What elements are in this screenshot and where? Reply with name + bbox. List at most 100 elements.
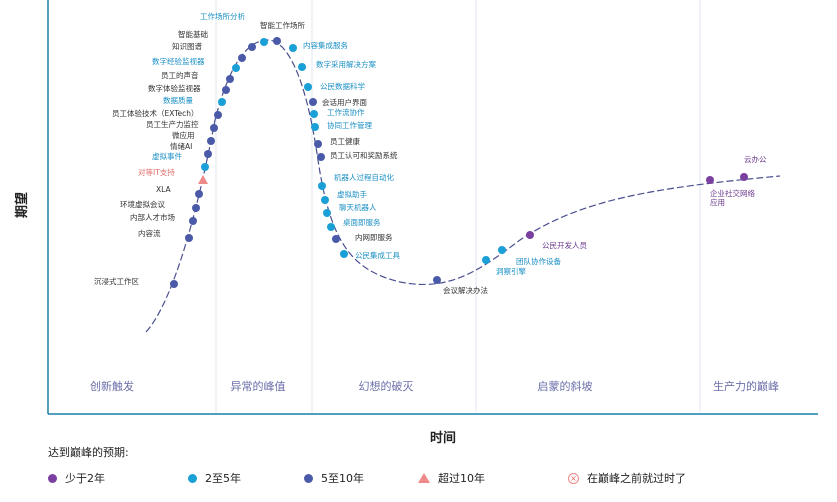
point-label-32: 内网即服务 — [355, 232, 393, 242]
legend-item-obsolete: × 在巅峰之前就过时了 — [568, 470, 686, 486]
legend-marker-y5to10 — [304, 473, 313, 483]
point-label-10: 员工生产力监控 — [146, 119, 199, 129]
marker-39 — [740, 173, 748, 181]
marker-33 — [340, 250, 348, 258]
point-label-7: 虚拟事件 — [152, 151, 182, 161]
point-label-37: 公民开发人员 — [542, 240, 587, 250]
point-label-28: 机器人过程自动化 — [334, 172, 394, 182]
point-label-30: 聊天机器人 — [339, 202, 377, 212]
marker-28 — [318, 182, 326, 190]
point-label-38: 企业社交网络应用 — [710, 188, 755, 207]
marker-37 — [526, 231, 534, 239]
x-axis-label: 时间 — [430, 430, 456, 446]
point-label-2: 内容流 — [138, 228, 161, 238]
marker-27 — [317, 153, 325, 161]
legend-item-y2to5: 2至5年 — [188, 470, 241, 486]
point-label-36: 团队协作设备 — [516, 256, 561, 266]
legend-label-y5to10: 5至10年 — [321, 472, 364, 485]
legend-marker-gt10 — [418, 473, 430, 483]
legend-label-lt2: 少于2年 — [65, 472, 105, 485]
marker-21 — [298, 63, 306, 71]
marker-15 — [232, 64, 240, 72]
phase-label-1: 创新触发 — [90, 379, 134, 393]
point-label-9: 微应用 — [172, 130, 195, 140]
point-label-3: 内部人才市场 — [130, 212, 175, 222]
marker-20 — [289, 44, 297, 52]
point-label-29: 虚拟助手 — [337, 189, 367, 199]
marker-3 — [189, 217, 197, 225]
marker-8 — [204, 150, 212, 158]
legend-item-lt2: 少于2年 — [48, 470, 105, 486]
point-label-6: 对等IT支持 — [138, 167, 175, 177]
point-label-31: 桌面即服务 — [343, 217, 381, 227]
legend-marker-y2to5 — [188, 473, 197, 483]
legend: 少于2年 2至5年 5至10年 超过10年 × 在巅峰之前就过时了 — [48, 470, 828, 492]
point-label-33: 公民集成工具 — [355, 250, 400, 260]
marker-25 — [311, 123, 319, 131]
point-label-1: 沉浸式工作区 — [94, 276, 139, 286]
marker-34 — [433, 276, 441, 284]
phase-label-2: 异常的峰值 — [231, 379, 286, 393]
marker-17 — [248, 43, 256, 51]
point-label-27: 员工认可和奖励系统 — [330, 150, 398, 160]
marker-19 — [273, 37, 281, 45]
point-label-12: 数据质量 — [163, 95, 193, 105]
phase-label-4: 启蒙的斜坡 — [538, 379, 593, 393]
marker-26 — [314, 140, 322, 148]
phase-label-3: 幻想的破灭 — [359, 379, 414, 393]
marker-5 — [195, 190, 203, 198]
marker-35 — [482, 256, 490, 264]
marker-29 — [321, 196, 329, 204]
marker-23 — [309, 98, 317, 106]
point-label-17: 智能基础 — [178, 29, 208, 39]
point-label-18: 工作场所分析 — [200, 11, 245, 21]
marker-2 — [185, 234, 193, 242]
marker-7 — [201, 163, 209, 171]
legend-marker-obsolete: × — [568, 472, 579, 484]
y-axis-label: 期望 — [14, 192, 30, 218]
point-label-4: 环境虚拟会议 — [120, 199, 165, 209]
point-label-22: 公民数据科学 — [320, 81, 365, 91]
point-label-26: 员工健康 — [330, 136, 360, 146]
point-label-20: 内容集成服务 — [303, 40, 348, 50]
marker-36 — [498, 246, 506, 254]
point-label-35: 洞察引擎 — [496, 266, 526, 276]
marker-31 — [327, 223, 335, 231]
marker-1 — [170, 280, 178, 288]
legend-marker-lt2 — [48, 473, 57, 483]
point-label-23: 会话用户界面 — [322, 97, 367, 107]
point-label-14: 员工的声音 — [161, 70, 199, 80]
point-label-24: 工作流协作 — [327, 107, 365, 117]
marker-14 — [226, 75, 234, 83]
marker-11 — [214, 111, 222, 119]
marker-32 — [332, 235, 340, 243]
point-label-8: 情绪AI — [170, 141, 192, 151]
point-label-21: 数字采用解决方案 — [316, 59, 376, 69]
point-label-34: 会议解决办法 — [443, 285, 488, 295]
marker-38 — [706, 176, 714, 184]
marker-12 — [218, 98, 226, 106]
point-label-25: 协同工作管理 — [327, 120, 372, 130]
legend-title: 达到巅峰的预期: — [48, 446, 129, 459]
legend-label-y2to5: 2至5年 — [205, 472, 241, 485]
marker-9 — [207, 137, 215, 145]
point-label-11: 员工体验技术（EXTech） — [112, 108, 199, 118]
point-label-19: 智能工作场所 — [260, 20, 305, 30]
marker-6 — [198, 175, 208, 184]
marker-24 — [310, 110, 318, 118]
marker-30 — [323, 209, 331, 217]
marker-4 — [192, 204, 200, 212]
marker-18 — [260, 38, 268, 46]
marker-22 — [304, 83, 312, 91]
legend-item-y5to10: 5至10年 — [304, 470, 364, 486]
marker-13 — [222, 86, 230, 94]
legend-label-obsolete: 在巅峰之前就过时了 — [587, 472, 686, 485]
point-label-13: 数字体验监视器 — [148, 83, 201, 93]
point-label-39: 云办公 — [744, 154, 767, 164]
point-label-15: 数字经验监视器 — [152, 56, 205, 66]
marker-10 — [210, 124, 218, 132]
phase-label-5: 生产力的巅峰 — [713, 379, 779, 393]
marker-16 — [238, 54, 246, 62]
point-label-5: XLA — [156, 185, 171, 194]
